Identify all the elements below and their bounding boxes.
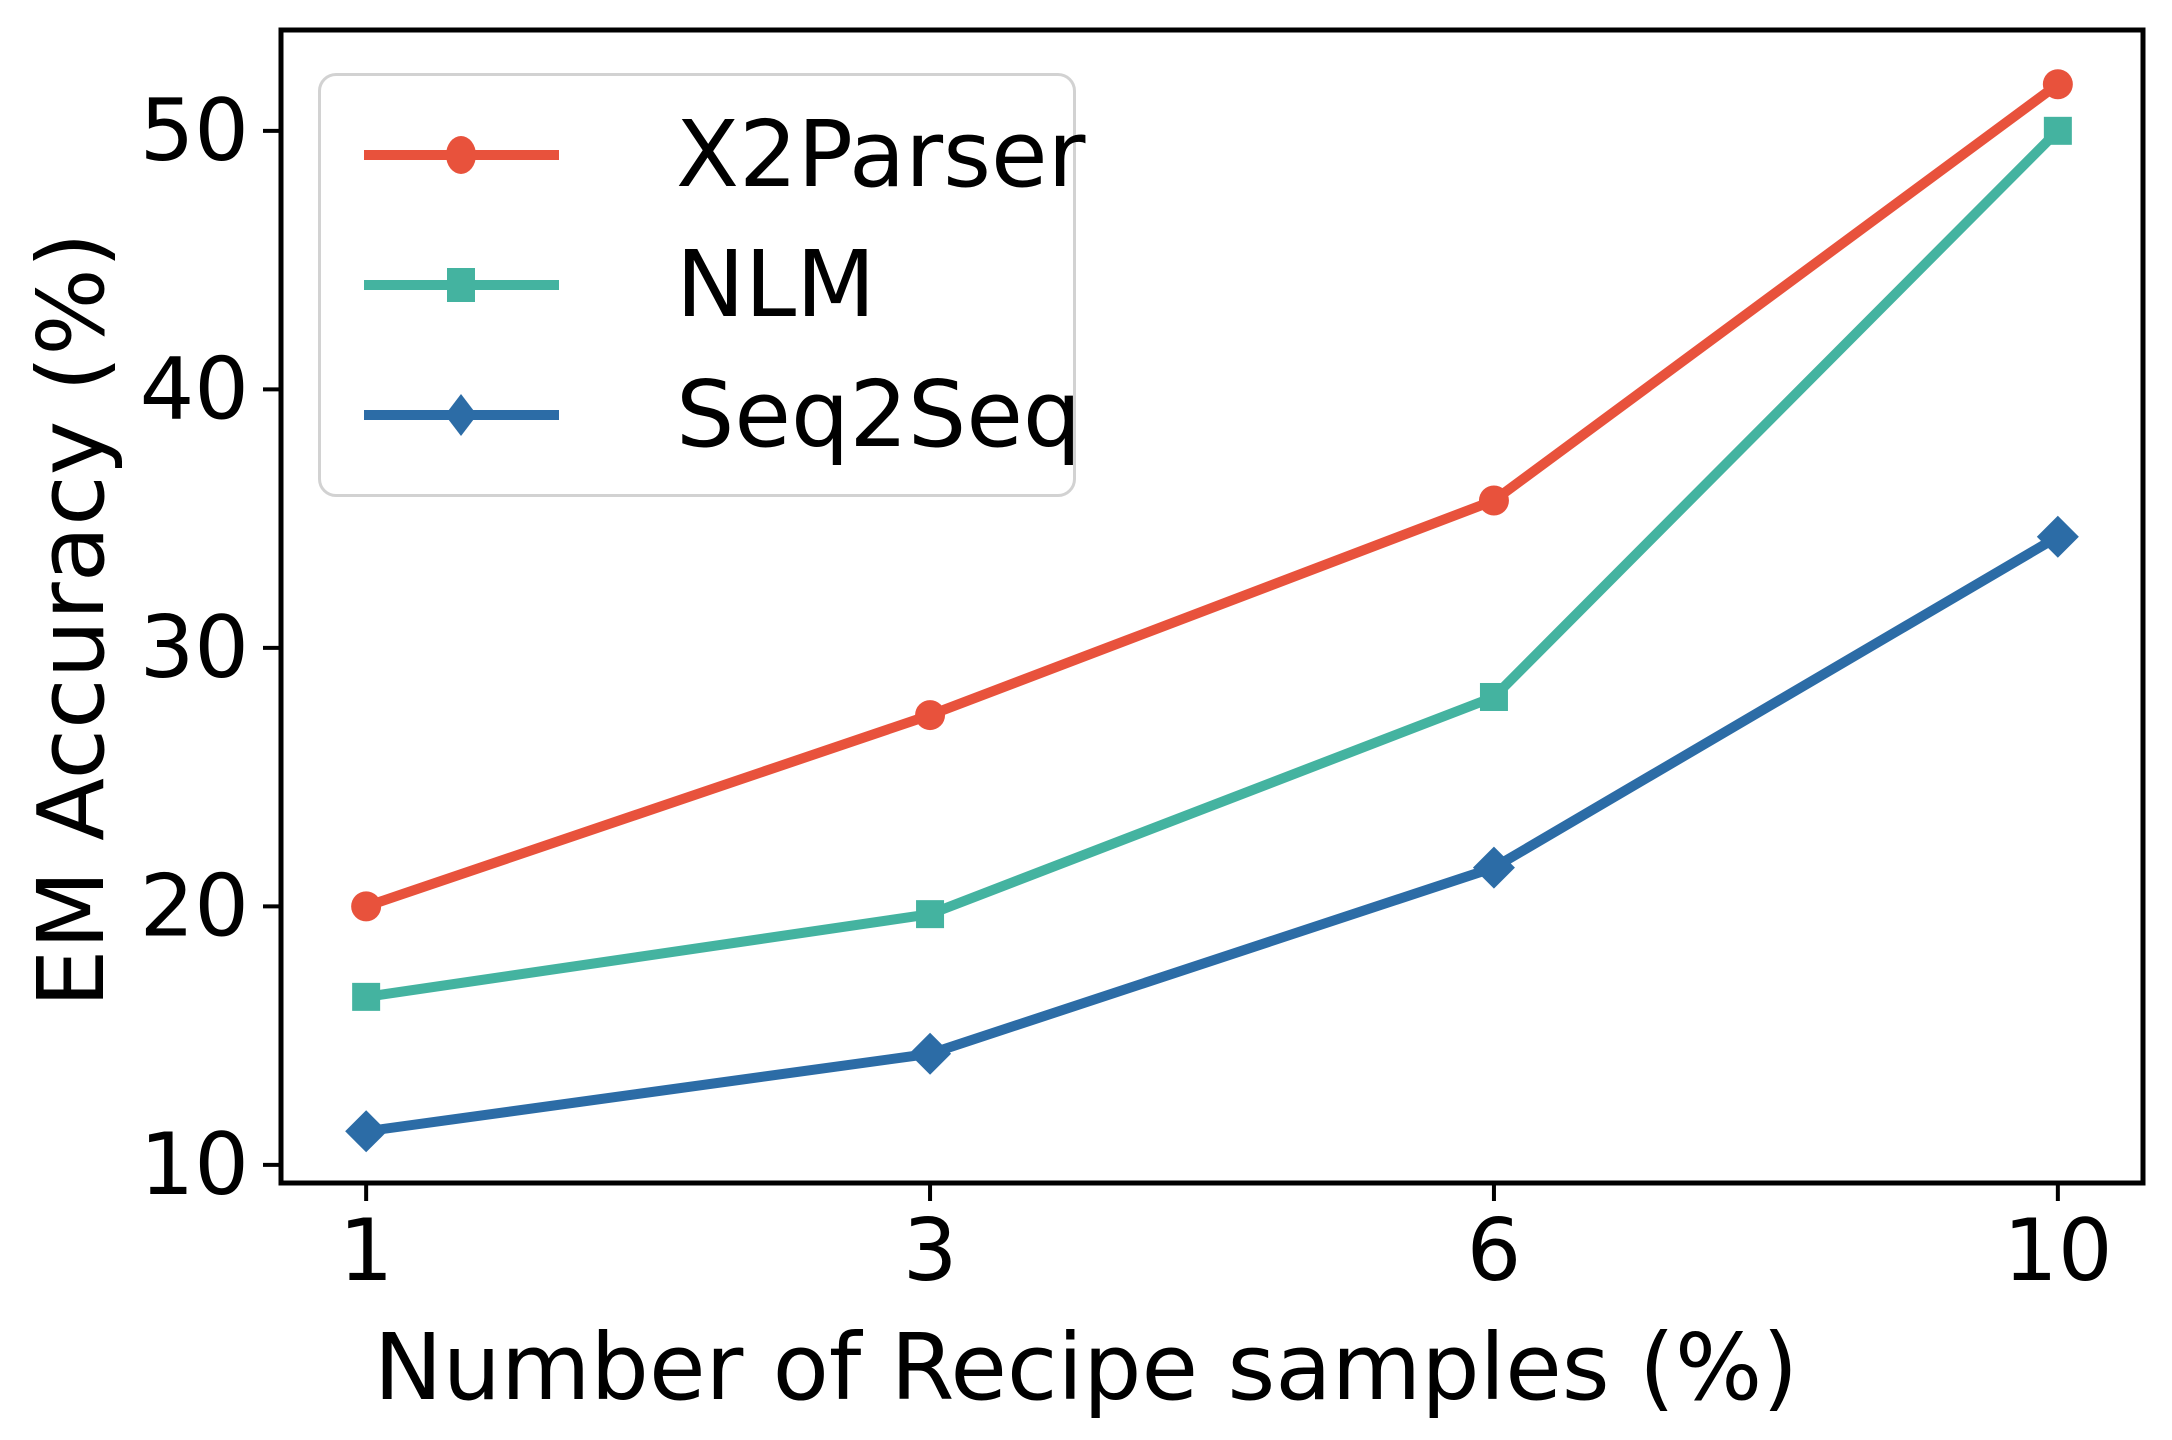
y-tick-label: 50 [140, 81, 249, 181]
series-nlm-point-marker [352, 982, 381, 1011]
diamond-legend-marker-icon [364, 394, 559, 436]
legend-label: NLM [676, 231, 876, 338]
circle-legend-marker-icon [364, 136, 559, 174]
y-tick-label: 40 [140, 339, 249, 439]
legend-item-x2parser: X2Parser [364, 95, 1085, 215]
series-nlm-point-marker [2043, 116, 2072, 145]
y-axis-label: EM Accuracy (%) [18, 232, 125, 1008]
series-line-seq2seq [361, 531, 2063, 1137]
y-tick-label: 10 [140, 1115, 249, 1215]
y-tick-label: 30 [140, 598, 249, 698]
legend-item-nlm: NLM [364, 225, 1073, 345]
x-tick-label: 6 [1467, 1201, 1522, 1301]
square-legend-marker-icon [364, 268, 559, 302]
legend-label: Seq2Seq [676, 361, 1082, 468]
series-x2parser-point-marker [351, 891, 382, 922]
series-x2parser-point-marker [2042, 69, 2073, 100]
legend: X2Parser NLM Seq2Seq [318, 73, 1085, 497]
series-seq2seq-point-marker [345, 1110, 388, 1153]
series-seq2seq-point-marker [909, 1032, 952, 1075]
x-tick-label: 10 [2003, 1201, 2112, 1301]
series-line-x2parser [361, 79, 2063, 912]
x-axis-label: Number of Recipe samples (%) [373, 1314, 1799, 1421]
legend-label: X2Parser [676, 101, 1086, 208]
series-x2parser-point-marker [915, 700, 946, 731]
series-x2parser-point-marker [1478, 485, 1509, 516]
y-tick-label: 20 [140, 856, 249, 956]
x-tick-label: 3 [903, 1201, 958, 1301]
series-nlm-point-marker [916, 900, 945, 929]
series-seq2seq-point-marker [1472, 846, 1515, 889]
series-line-nlm [361, 125, 2063, 1002]
legend-item-seq2seq: Seq2Seq [364, 355, 1081, 475]
series-nlm-point-marker [1479, 682, 1508, 711]
plot-frame [278, 27, 2146, 1186]
series-seq2seq-point-marker [2036, 515, 2079, 558]
x-tick-label: 1 [339, 1201, 394, 1301]
